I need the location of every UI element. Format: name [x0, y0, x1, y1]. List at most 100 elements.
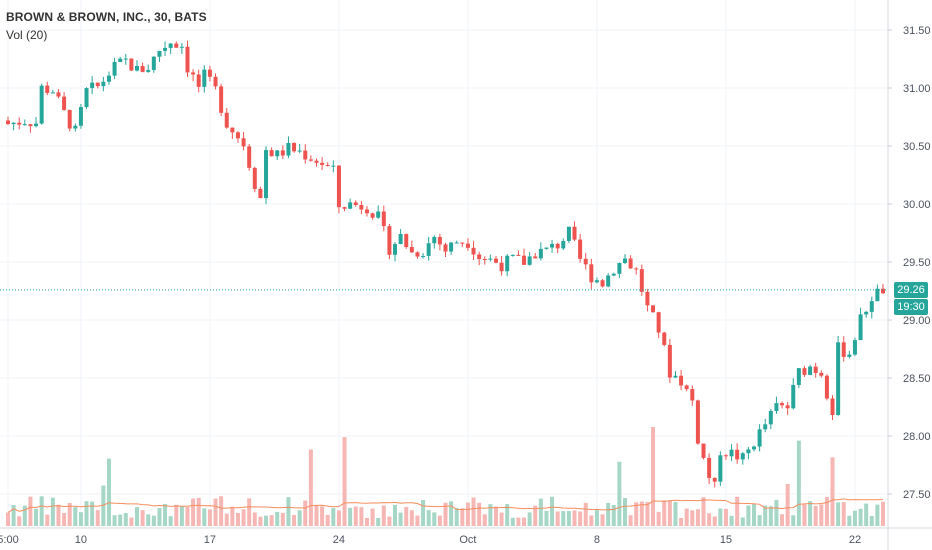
candle-body	[67, 109, 72, 129]
time-tick-label: 5:00	[0, 534, 19, 546]
volume-bar	[269, 515, 274, 526]
candle-body	[701, 443, 706, 458]
candle-body	[796, 368, 801, 385]
candle-body	[432, 236, 437, 244]
candle	[73, 123, 78, 132]
candle-body	[437, 236, 442, 245]
candle-body	[118, 58, 123, 62]
candle-body	[572, 226, 577, 240]
candle-body	[746, 449, 751, 454]
candle-body	[376, 211, 381, 218]
candle	[852, 337, 857, 356]
volume-bar	[39, 496, 44, 526]
candle-body	[78, 107, 83, 126]
candle-body	[202, 69, 207, 87]
volume-bar	[718, 508, 723, 526]
volume-bar	[409, 510, 414, 526]
candle	[123, 53, 128, 65]
candle	[286, 136, 291, 159]
candle	[841, 336, 846, 362]
volume-bar	[684, 508, 689, 526]
volume-bar	[28, 496, 33, 526]
volume-bar	[847, 515, 852, 526]
volume-bar	[482, 514, 487, 526]
candle-body	[875, 288, 880, 302]
candle-body	[168, 43, 173, 48]
candle-body	[651, 305, 656, 313]
candle	[292, 142, 297, 153]
candle-body	[639, 269, 644, 292]
volume-bar	[768, 506, 773, 526]
candle	[617, 262, 622, 278]
volume-bar	[314, 505, 319, 526]
volume-bar	[376, 517, 381, 526]
candle-body	[667, 344, 672, 378]
time-tick-label: 8	[594, 534, 600, 546]
volume-bar	[140, 510, 145, 526]
volume-bar	[34, 508, 39, 526]
time-tick-label: 17	[204, 534, 216, 546]
candle-body	[219, 86, 224, 113]
candle	[202, 65, 207, 93]
candle	[95, 82, 100, 89]
time-axis[interactable]: 5:00 10 17 24 Oct 8 15 22	[0, 527, 932, 546]
price-tick-label: 27.50	[903, 489, 931, 501]
candle	[6, 116, 10, 125]
candle	[611, 272, 616, 277]
volume-bar	[594, 510, 599, 526]
time-tick-label: 24	[333, 534, 345, 546]
volume-bar	[449, 501, 454, 526]
candle-body	[325, 164, 330, 166]
candle-body	[135, 65, 140, 71]
volume-bar	[56, 504, 61, 526]
price-axis[interactable]: 27.50 28.00 28.50 29.00 29.50 30.00 30.50 31.00…	[887, 0, 931, 550]
volume-bar	[224, 513, 229, 526]
candle-body	[852, 340, 857, 355]
candle	[443, 242, 448, 257]
candle	[488, 254, 493, 262]
candle	[17, 117, 22, 130]
volume-bar	[50, 497, 55, 526]
candle	[213, 73, 218, 90]
volume-bar	[611, 505, 616, 526]
candle	[314, 158, 319, 167]
candle	[606, 273, 611, 288]
volume-bar	[364, 517, 369, 526]
volume-bar	[426, 510, 431, 526]
candle-body	[34, 123, 39, 127]
volume-bar	[123, 512, 128, 526]
candle	[11, 122, 16, 131]
volume-bar	[118, 514, 123, 526]
volume-legend[interactable]: Vol (20)	[6, 28, 48, 42]
candle-body	[370, 213, 375, 218]
candle-body	[695, 400, 700, 444]
volume-bar	[477, 502, 482, 526]
candle-body	[522, 255, 527, 265]
volume-bar	[280, 512, 285, 526]
candle	[695, 399, 700, 445]
volume-bar	[763, 505, 768, 526]
symbol-title[interactable]: BROWN & BROWN, INC., 30, BATS	[6, 10, 207, 24]
candle	[651, 305, 656, 313]
volume-bar	[505, 504, 510, 526]
volume-bar	[824, 496, 829, 526]
candle	[135, 60, 140, 72]
volume-bar	[791, 515, 796, 526]
candle-body	[679, 375, 684, 386]
candle	[824, 374, 829, 401]
volume-bar	[303, 500, 308, 526]
candle-body	[488, 258, 493, 260]
volume-bar	[544, 510, 549, 526]
candle-body	[95, 82, 100, 87]
candle-body	[751, 446, 756, 450]
price-tick-label: 30.00	[903, 199, 931, 211]
candle	[690, 385, 695, 406]
candle-body	[735, 449, 740, 460]
candle	[819, 370, 824, 378]
volume-bar	[757, 515, 762, 526]
candle-body	[275, 150, 280, 157]
volume-bar	[359, 507, 364, 526]
volume-bar	[443, 502, 448, 526]
candle	[493, 256, 498, 264]
